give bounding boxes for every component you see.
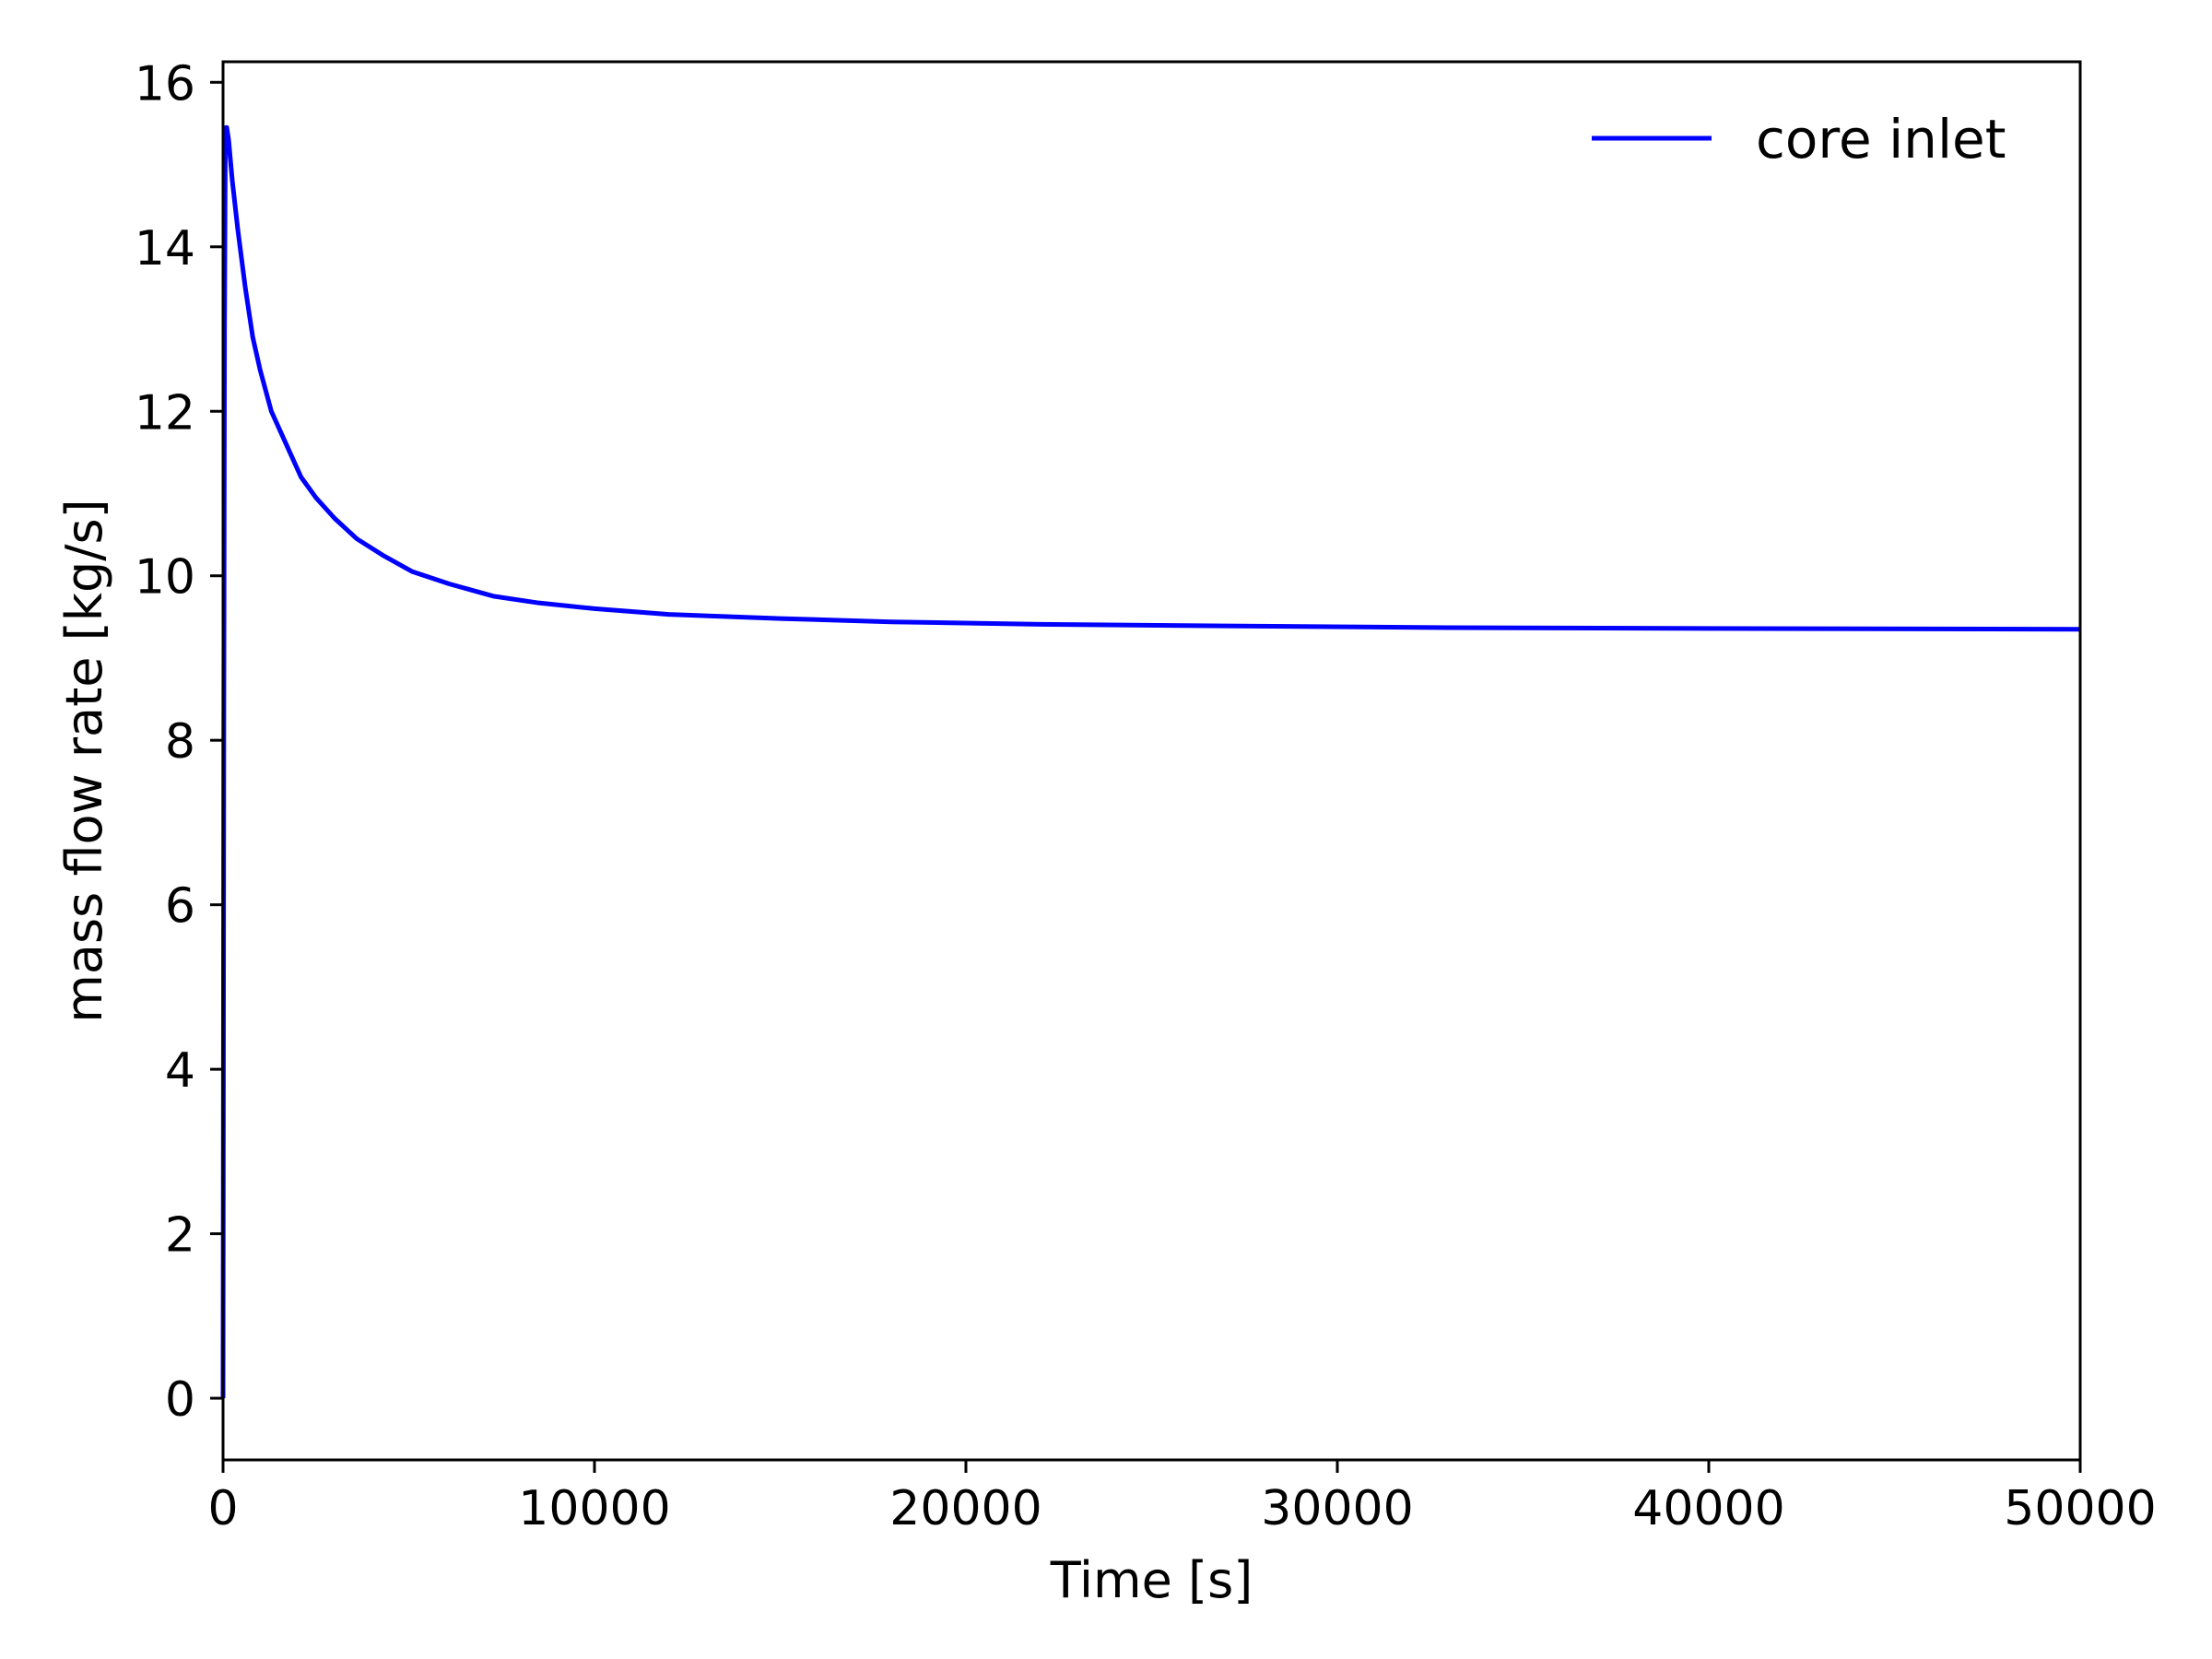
- legend-label-core-inlet: core inlet: [1756, 108, 2006, 171]
- y-tick-label: 2: [165, 1208, 195, 1264]
- plot-area: [220, 124, 2081, 1399]
- y-tick-label: 14: [135, 221, 195, 276]
- y-tick-label: 8: [165, 714, 195, 770]
- x-tick-label: 0: [207, 1481, 238, 1536]
- y-axis-label: mass flow rate [kg/s]: [55, 499, 113, 1022]
- series-line-0: [220, 124, 2081, 1399]
- y-tick-label: 16: [135, 56, 195, 112]
- legend: core inlet: [1592, 108, 2006, 171]
- x-tick-label: 30000: [1261, 1481, 1413, 1536]
- y-tick-label: 10: [135, 550, 195, 606]
- x-axis-label: Time [s]: [1050, 1551, 1253, 1609]
- y-tick-label: 4: [165, 1043, 195, 1099]
- x-tick-label: 20000: [889, 1481, 1041, 1536]
- y-tick-label: 0: [165, 1372, 195, 1428]
- axis-ticks: 0 10000 20000 30000 40000 50000 0 2 4 6 8 10 12 14 16: [135, 56, 2157, 1536]
- axes-frame: [221, 60, 2082, 1462]
- x-tick-label: 50000: [2004, 1481, 2156, 1536]
- x-tick-label: 40000: [1632, 1481, 1784, 1536]
- x-tick-label: 10000: [518, 1481, 670, 1536]
- y-tick-label: 6: [165, 879, 195, 935]
- y-tick-label: 12: [135, 385, 195, 441]
